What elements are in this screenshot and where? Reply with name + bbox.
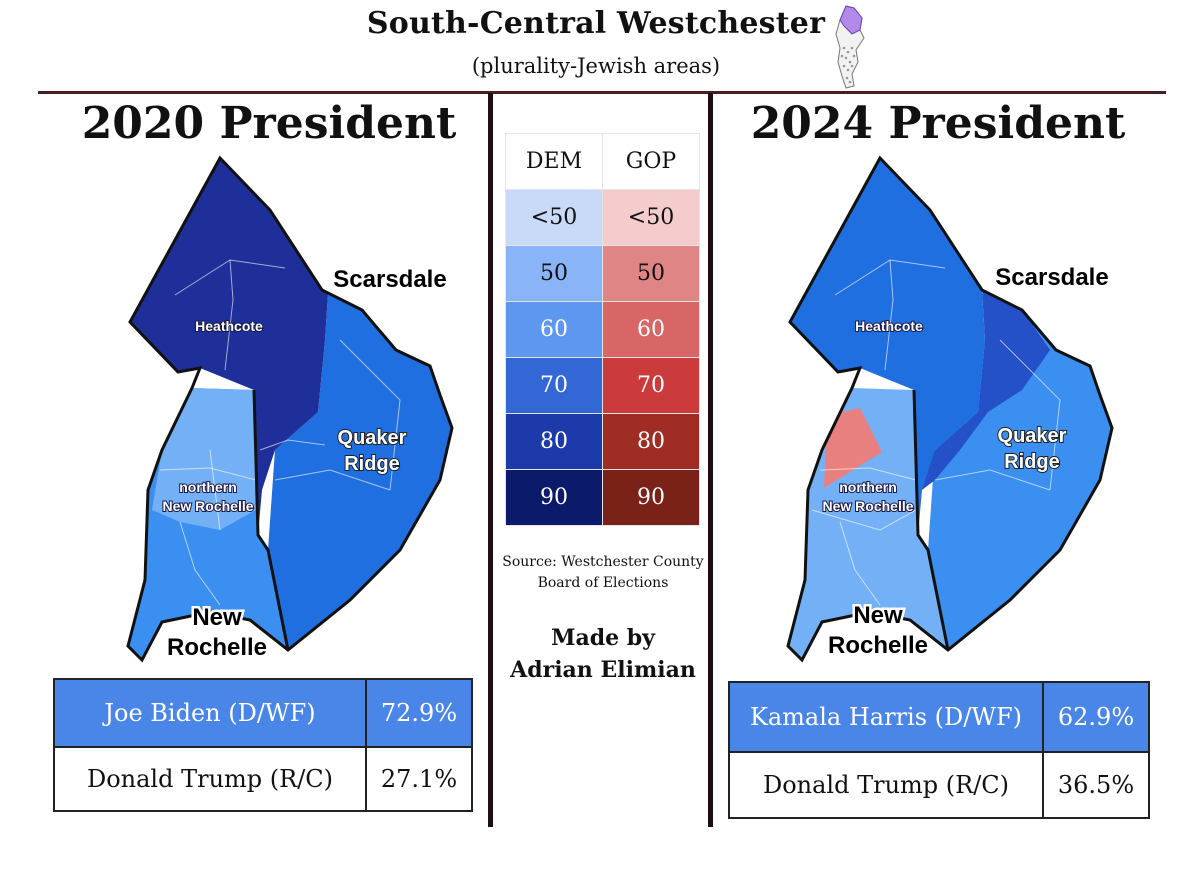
legend-gop-cell: 90 [602, 469, 700, 526]
candidate-name: Donald Trump (R/C) [728, 751, 1044, 819]
legend-row: 80 80 [505, 413, 700, 470]
legend-dem-cell: 90 [505, 469, 603, 526]
legend-row: 60 60 [505, 301, 700, 358]
label-northern-nr-2: New Rochelle [822, 498, 913, 514]
label-new-rochelle-1: New [853, 602, 903, 629]
legend-gop-cell: <50 [602, 189, 700, 246]
label-scarsdale: Scarsdale [995, 264, 1108, 291]
map-2024: Heathcote Scarsdale Quaker Ridge norther… [786, 155, 1114, 663]
label-scarsdale: Scarsdale [333, 266, 446, 293]
gop-precinct-region [824, 408, 882, 488]
panel-title-2020: 2020 President [81, 98, 457, 149]
right-column-divider [708, 93, 713, 827]
source-line-1: Source: Westchester County [502, 554, 704, 570]
candidate-pct: 62.9% [1042, 681, 1150, 753]
scarsdale-band-region [918, 290, 1050, 490]
results-table-2020: Joe Biden (D/WF) 72.9% Donald Trump (R/C… [53, 678, 473, 812]
legend-header-dem: DEM [505, 133, 603, 190]
label-heathcote: Heathcote [855, 318, 923, 334]
legend-header-row: DEM GOP [505, 133, 700, 190]
panel-title-2024: 2024 President [750, 98, 1126, 149]
label-new-rochelle-2: Rochelle [828, 632, 928, 659]
quaker-ridge-region [268, 294, 452, 650]
legend-gop-cell: 50 [602, 245, 700, 302]
map-title: South-Central Westchester [366, 6, 826, 41]
northern-new-rochelle-region [152, 388, 256, 530]
quaker-ridge-region [928, 294, 1112, 650]
map-2020: Heathcote Scarsdale Quaker Ridge norther… [126, 155, 454, 664]
credit-line-2: Adrian Elimian [510, 657, 696, 683]
candidate-name: Joe Biden (D/WF) [53, 678, 367, 748]
result-row-loser: Donald Trump (R/C) 36.5% [728, 751, 1150, 819]
author-credit: Made by Adrian Elimian [497, 622, 709, 686]
label-northern-nr-2: New Rochelle [162, 498, 253, 514]
legend-row: 90 90 [505, 469, 700, 526]
label-quaker-ridge-1: Quaker [998, 425, 1067, 447]
candidate-name: Donald Trump (R/C) [53, 746, 367, 812]
credit-line-1: Made by [551, 625, 655, 651]
legend-row: 70 70 [505, 357, 700, 414]
candidate-pct: 27.1% [365, 746, 473, 812]
legend-dem-cell: 70 [505, 357, 603, 414]
label-quaker-ridge-1: Quaker [338, 427, 407, 449]
left-column-divider [488, 93, 493, 827]
label-new-rochelle-2: Rochelle [167, 634, 267, 661]
label-new-rochelle-1: New [192, 604, 242, 631]
candidate-name: Kamala Harris (D/WF) [728, 681, 1044, 753]
label-quaker-ridge-2: Ridge [1004, 451, 1060, 473]
source-line-2: Board of Elections [537, 575, 669, 591]
result-row-winner: Kamala Harris (D/WF) 62.9% [728, 681, 1150, 753]
result-row-loser: Donald Trump (R/C) 27.1% [53, 746, 473, 812]
map-subtitle: (plurality-Jewish areas) [471, 54, 721, 78]
legend-gop-cell: 80 [602, 413, 700, 470]
legend-header-gop: GOP [602, 133, 700, 190]
source-note: Source: Westchester County Board of Elec… [497, 552, 709, 594]
heathcote-region [130, 158, 328, 535]
candidate-pct: 72.9% [365, 678, 473, 748]
header-divider [38, 91, 1166, 94]
label-quaker-ridge-2: Ridge [344, 453, 400, 475]
legend-gop-cell: 70 [602, 357, 700, 414]
legend-dem-cell: 80 [505, 413, 603, 470]
color-legend: DEM GOP <50 <50 50 50 60 60 70 70 80 80 … [505, 133, 700, 526]
legend-dem-cell: <50 [505, 189, 603, 246]
legend-row: <50 <50 [505, 189, 700, 246]
legend-row: 50 50 [505, 245, 700, 302]
results-table-2024: Kamala Harris (D/WF) 62.9% Donald Trump … [728, 681, 1150, 819]
legend-dem-cell: 60 [505, 301, 603, 358]
label-northern-nr-1: northern [839, 479, 897, 495]
legend-gop-cell: 60 [602, 301, 700, 358]
result-row-winner: Joe Biden (D/WF) 72.9% [53, 678, 473, 748]
label-heathcote: Heathcote [195, 318, 263, 334]
westchester-county-locator-icon [835, 5, 865, 89]
candidate-pct: 36.5% [1042, 751, 1150, 819]
legend-dem-cell: 50 [505, 245, 603, 302]
label-northern-nr-1: northern [179, 479, 237, 495]
